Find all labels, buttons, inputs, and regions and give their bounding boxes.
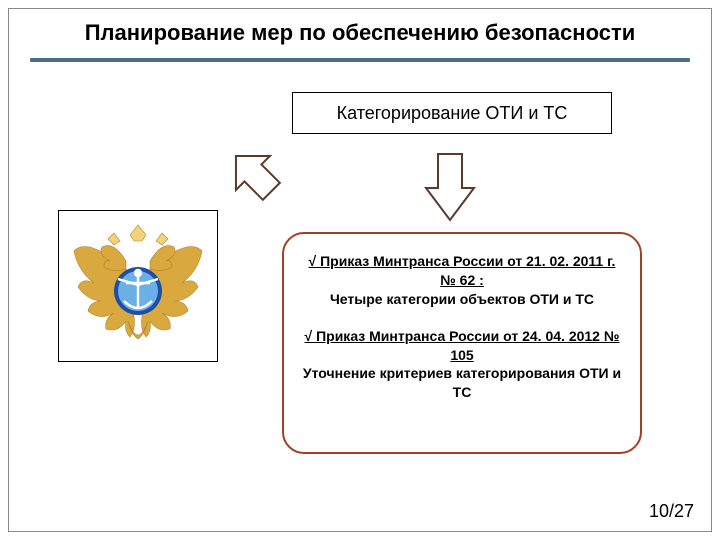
emblem-box — [58, 210, 218, 362]
subtitle-text: Категорирование ОТИ и ТС — [337, 103, 568, 124]
content-item: √ Приказ Минтранса России от 21. 02. 201… — [302, 252, 622, 309]
item-line2: 105 — [302, 346, 622, 365]
item-desc: Уточнение критериев категорирования ОТИ … — [302, 364, 622, 402]
page-number: 10/27 — [649, 501, 694, 522]
item-line2: № 62 : — [302, 271, 622, 290]
content-item: √ Приказ Минтранса России от 24. 04. 201… — [302, 327, 622, 403]
page-title: Планирование мер по обеспечению безопасн… — [30, 20, 690, 46]
arrow-up-left-icon — [220, 140, 300, 220]
item-line1: √ Приказ Минтранса России от 21. 02. 201… — [302, 252, 622, 271]
russia-transport-emblem-icon — [68, 221, 208, 351]
content-box: √ Приказ Минтранса России от 21. 02. 201… — [282, 232, 642, 454]
title-underline — [30, 58, 690, 62]
item-desc: Четыре категории объектов ОТИ и ТС — [302, 290, 622, 309]
item-line1: √ Приказ Минтранса России от 24. 04. 201… — [302, 327, 622, 346]
subtitle-box: Категорирование ОТИ и ТС — [292, 92, 612, 134]
arrow-down-icon — [420, 148, 480, 228]
